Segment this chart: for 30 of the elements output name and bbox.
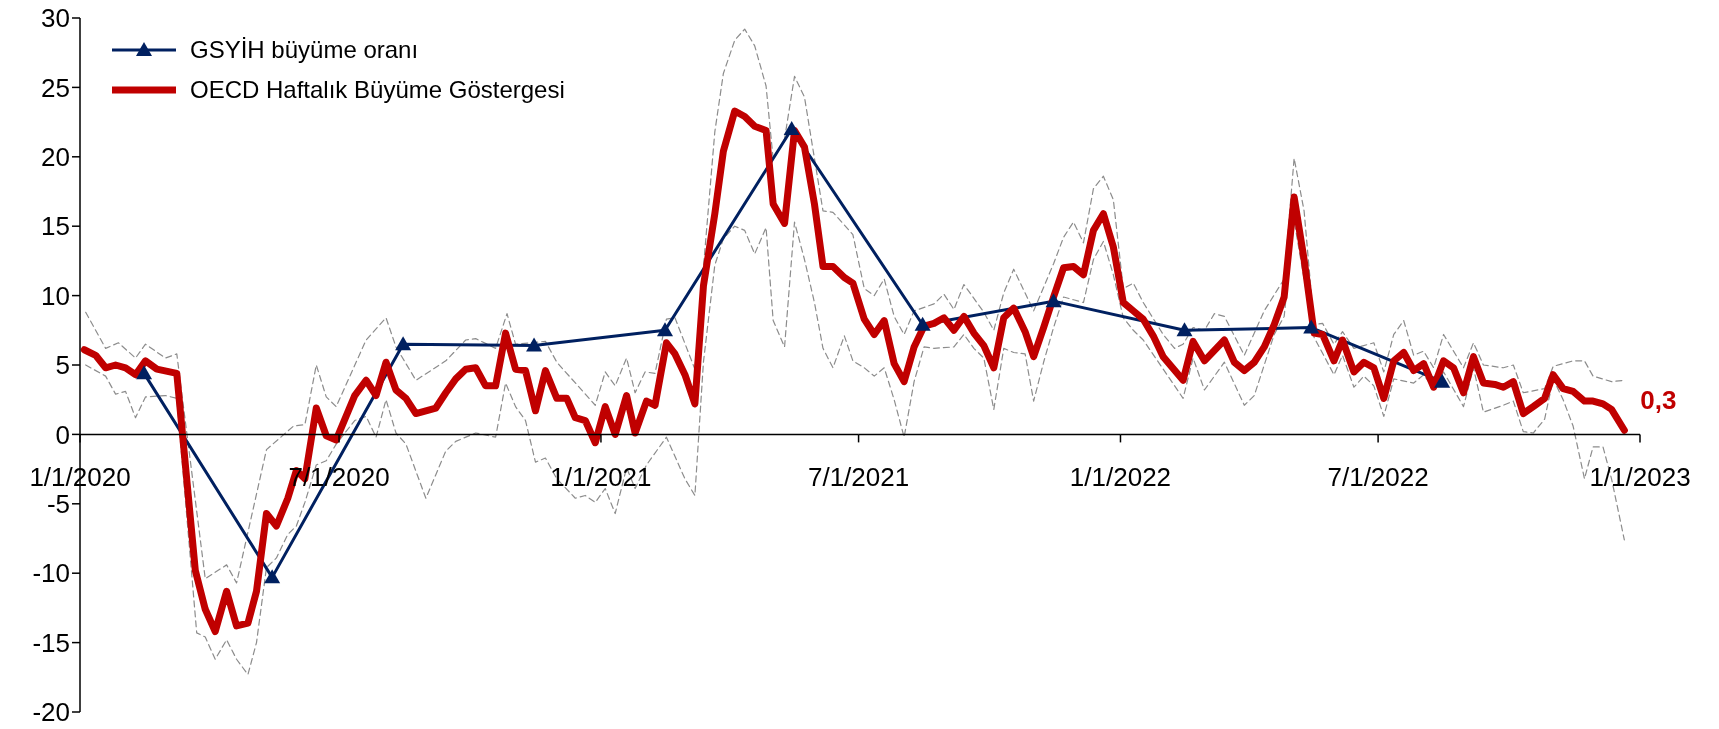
x-tick-label: 7/1/2021	[807, 462, 910, 493]
point	[1176, 322, 1193, 337]
point	[914, 316, 931, 331]
x-tick-label: 1/1/2021	[550, 462, 652, 493]
y-tick-label: -10	[32, 558, 70, 589]
x-tick-label: 1/1/2022	[1069, 462, 1172, 493]
y-tick-label: 30	[41, 3, 70, 34]
y-tick-label: 10	[41, 280, 70, 311]
y-tick-label: 5	[55, 350, 70, 381]
y-tick-label: 20	[41, 142, 70, 173]
y-tick-label: -5	[46, 489, 70, 520]
y-tick-label: 25	[41, 72, 70, 103]
point	[395, 336, 412, 351]
x-tick-label: 7/1/2022	[1327, 462, 1429, 493]
point	[136, 365, 153, 380]
y-tick-label: 0	[55, 419, 70, 450]
legend-label: GSYİH büyüme oranı	[190, 35, 419, 65]
point	[1434, 373, 1451, 388]
y-tick-label: -15	[32, 627, 70, 658]
point	[264, 569, 281, 584]
annotation: 0,3	[1640, 385, 1677, 416]
point	[526, 337, 543, 352]
point	[1045, 293, 1062, 308]
y-tick-label: -20	[32, 697, 70, 728]
point	[783, 121, 800, 136]
legend-label: OECD Haftalık Büyüme Göstergesi	[190, 75, 565, 105]
y-tick-label: 15	[41, 211, 70, 242]
x-tick-label: 1/1/2023	[1589, 462, 1691, 493]
point	[657, 322, 673, 337]
point	[1303, 319, 1320, 334]
